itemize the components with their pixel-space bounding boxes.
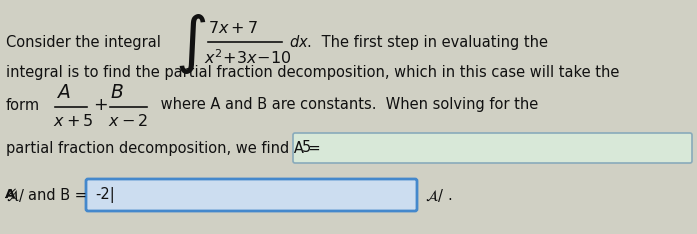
FancyBboxPatch shape	[86, 179, 417, 211]
Text: $B$: $B$	[110, 84, 124, 102]
Text: Consider the integral: Consider the integral	[6, 34, 161, 50]
Text: $x-2$: $x-2$	[108, 113, 148, 129]
Text: $\mathcal{A}$/: $\mathcal{A}$/	[425, 186, 445, 204]
FancyBboxPatch shape	[293, 133, 692, 163]
Text: partial fraction decomposition, we find A =: partial fraction decomposition, we find …	[6, 140, 321, 156]
Text: $A$: $A$	[56, 84, 70, 102]
Text: form: form	[6, 98, 40, 113]
Text: $+$: $+$	[93, 96, 108, 114]
Text: -2|: -2|	[95, 187, 115, 203]
Text: $\mathcal{A}$/: $\mathcal{A}$/	[6, 186, 25, 204]
Text: A̸: A̸	[6, 189, 16, 201]
Text: and B =: and B =	[28, 187, 87, 202]
Text: The first step in evaluating the: The first step in evaluating the	[317, 34, 548, 50]
Text: integral is to find the partial fraction decomposition, which in this case will : integral is to find the partial fraction…	[6, 65, 620, 80]
Text: $x+5$: $x+5$	[53, 113, 93, 129]
Text: $x^2\!+\!3x\!-\!10$: $x^2\!+\!3x\!-\!10$	[204, 49, 292, 67]
Text: $\int$: $\int$	[175, 12, 206, 76]
Text: $7x+7$: $7x+7$	[208, 20, 258, 36]
Text: 5: 5	[302, 140, 312, 156]
Text: $dx.$: $dx.$	[289, 34, 312, 50]
Text: where A and B are constants.  When solving for the: where A and B are constants. When solvin…	[156, 98, 538, 113]
Text: .: .	[447, 187, 452, 202]
